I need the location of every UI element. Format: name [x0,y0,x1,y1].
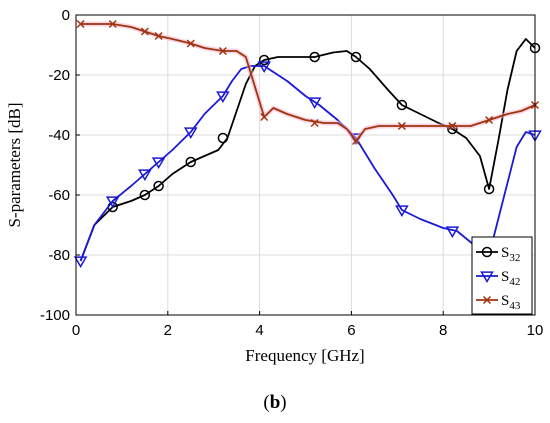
data-point-s42 [257,61,272,73]
y-tick-labels: 0 -20 -40 -60 -80 -100 [40,7,80,324]
data-point-s43 [310,118,319,128]
x-tick-label: 0 [72,322,80,339]
data-point-s43 [140,27,149,36]
data-point-s42 [395,205,409,217]
legend-entry-main: S [501,245,509,261]
data-point-s43 [448,121,457,131]
data-point-s43 [154,31,163,41]
x-tick-labels: 0 2 4 6 8 10 [72,311,544,339]
s-parameter-chart: 0 2 4 6 8 10 0 -20 -40 -60 -80 -100 Frequency [GHz… [5,7,544,365]
data-point-s32 [350,51,362,63]
legend-entry-subscript: 32 [509,252,520,264]
y-tick-label: -60 [48,187,70,204]
series-line-s32 [79,38,536,262]
data-point-s43 [76,19,85,29]
data-point-s42 [307,97,322,109]
plot-frame [75,14,536,316]
x-tick-label: 8 [439,322,447,339]
plot-area [76,15,535,315]
data-point-s42 [105,196,120,208]
legend-marker [480,271,494,283]
data-point-s32 [309,51,320,63]
data-point-s43 [397,121,406,131]
data-point-s42 [138,169,152,181]
caption-open-paren: ( [263,392,270,413]
series-line-s43 [80,23,536,142]
y-tick-label: -80 [48,247,70,264]
legend-marker [481,246,493,258]
figure-caption: (b) [0,392,550,414]
data-point-s32 [396,99,408,111]
data-point-s42 [73,256,88,268]
y-tick-label: -20 [48,67,70,84]
legend-entry-subscript: 43 [509,300,521,312]
x-axis-title: Frequency [GHz] [245,346,364,365]
data-point-s43 [108,19,117,29]
data-point-s32 [258,54,270,66]
data-point-s32 [483,183,495,195]
data-point-s42 [216,91,230,103]
x-tick-label: 4 [255,322,263,339]
data-point-s42 [151,157,166,169]
data-point-s32 [217,132,229,144]
series-s43 [76,19,540,146]
caption-label: b [269,392,281,413]
legend-entry-main: S [501,293,509,309]
legend-entry-s43: S43 [501,293,521,312]
data-point-s32 [185,156,196,168]
data-point-s43 [218,46,227,56]
caption-close-paren: ) [280,392,287,413]
data-point-s43 [351,136,361,146]
legend-entry-subscript: 42 [509,276,520,288]
y-axis-title: S-parameters [dB] [5,102,24,227]
data-point-s42 [445,226,460,238]
data-point-s32 [139,189,151,201]
y-tick-label: -100 [40,307,70,324]
series-layer [73,19,542,268]
data-point-s32 [153,180,164,192]
y-tick-label: 0 [62,7,70,24]
data-point-s43 [485,115,494,125]
data-point-s43 [260,112,269,122]
y-tick-label: -40 [48,127,70,144]
x-tick-label: 10 [527,322,544,339]
series-line-s42 [79,65,536,262]
x-tick-label: 2 [164,322,172,339]
legend-entry-s42: S42 [501,269,520,288]
legend-entry-s32: S32 [501,245,520,264]
legend-entry-main: S [501,269,509,285]
x-tick-label: 6 [347,322,355,339]
data-point-s43 [186,39,195,48]
data-point-s42 [183,127,198,139]
legend-marker [482,295,492,305]
